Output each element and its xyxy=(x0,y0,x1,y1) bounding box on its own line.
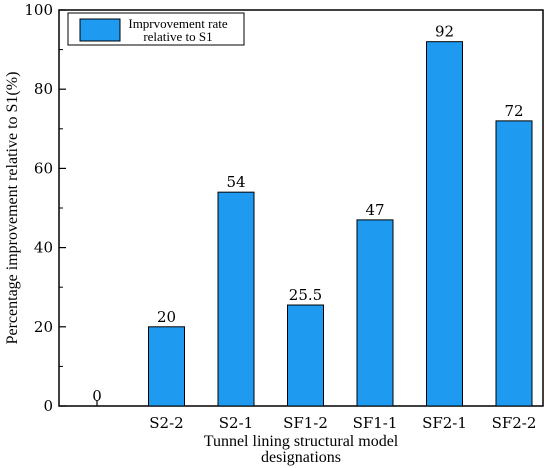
legend-label-line2: relative to S1 xyxy=(143,29,212,44)
bar-value-label: 0 xyxy=(92,387,102,405)
bar-value-label: 25.5 xyxy=(289,286,322,304)
y-tick-label: 0 xyxy=(43,397,53,415)
x-axis-title-line1: Tunnel lining structural model xyxy=(204,433,399,450)
legend-label-line1: Imprvovement rate xyxy=(128,16,227,31)
bar-value-label: 47 xyxy=(365,201,384,219)
bar xyxy=(287,304,324,407)
bar-series xyxy=(148,41,533,407)
bar xyxy=(495,120,533,407)
bar-value-label: 72 xyxy=(504,102,523,120)
x-tick-label: SF2-1 xyxy=(422,414,467,432)
bar-value-label: 20 xyxy=(157,308,176,326)
y-tick-label: 20 xyxy=(34,318,53,336)
bar xyxy=(356,219,394,407)
y-tick-label: 60 xyxy=(34,159,53,177)
bar xyxy=(217,191,255,407)
y-axis-title: Percentage improvement relative to S1(%) xyxy=(4,72,21,345)
x-tick-label: S2-1 xyxy=(219,414,253,432)
bar-value-label: 92 xyxy=(435,23,454,41)
y-tick-label: 40 xyxy=(34,239,53,257)
y-tick-label: 80 xyxy=(34,80,53,98)
legend: Imprvovement rate relative to S1 xyxy=(67,12,245,46)
bar-value-label: 54 xyxy=(226,173,245,191)
legend-swatch xyxy=(79,18,121,42)
x-axis-ticks: S2-2 S2-1 SF1-2 SF1-1 SF2-1 SF2-2 xyxy=(96,400,537,432)
y-tick-label: 100 xyxy=(24,1,53,19)
bar xyxy=(426,41,463,407)
x-tick-label: S2-2 xyxy=(149,414,183,432)
y-axis-ticks: 0 20 40 60 80 100 xyxy=(24,1,66,415)
data-labels: 0 20 54 25.5 47 92 72 xyxy=(92,23,523,405)
x-tick-label: SF1-2 xyxy=(283,414,328,432)
bar xyxy=(148,326,185,407)
x-tick-label: SF1-1 xyxy=(353,414,398,432)
x-tick-label: SF2-2 xyxy=(492,414,537,432)
x-axis-title-line2: designations xyxy=(261,449,341,466)
